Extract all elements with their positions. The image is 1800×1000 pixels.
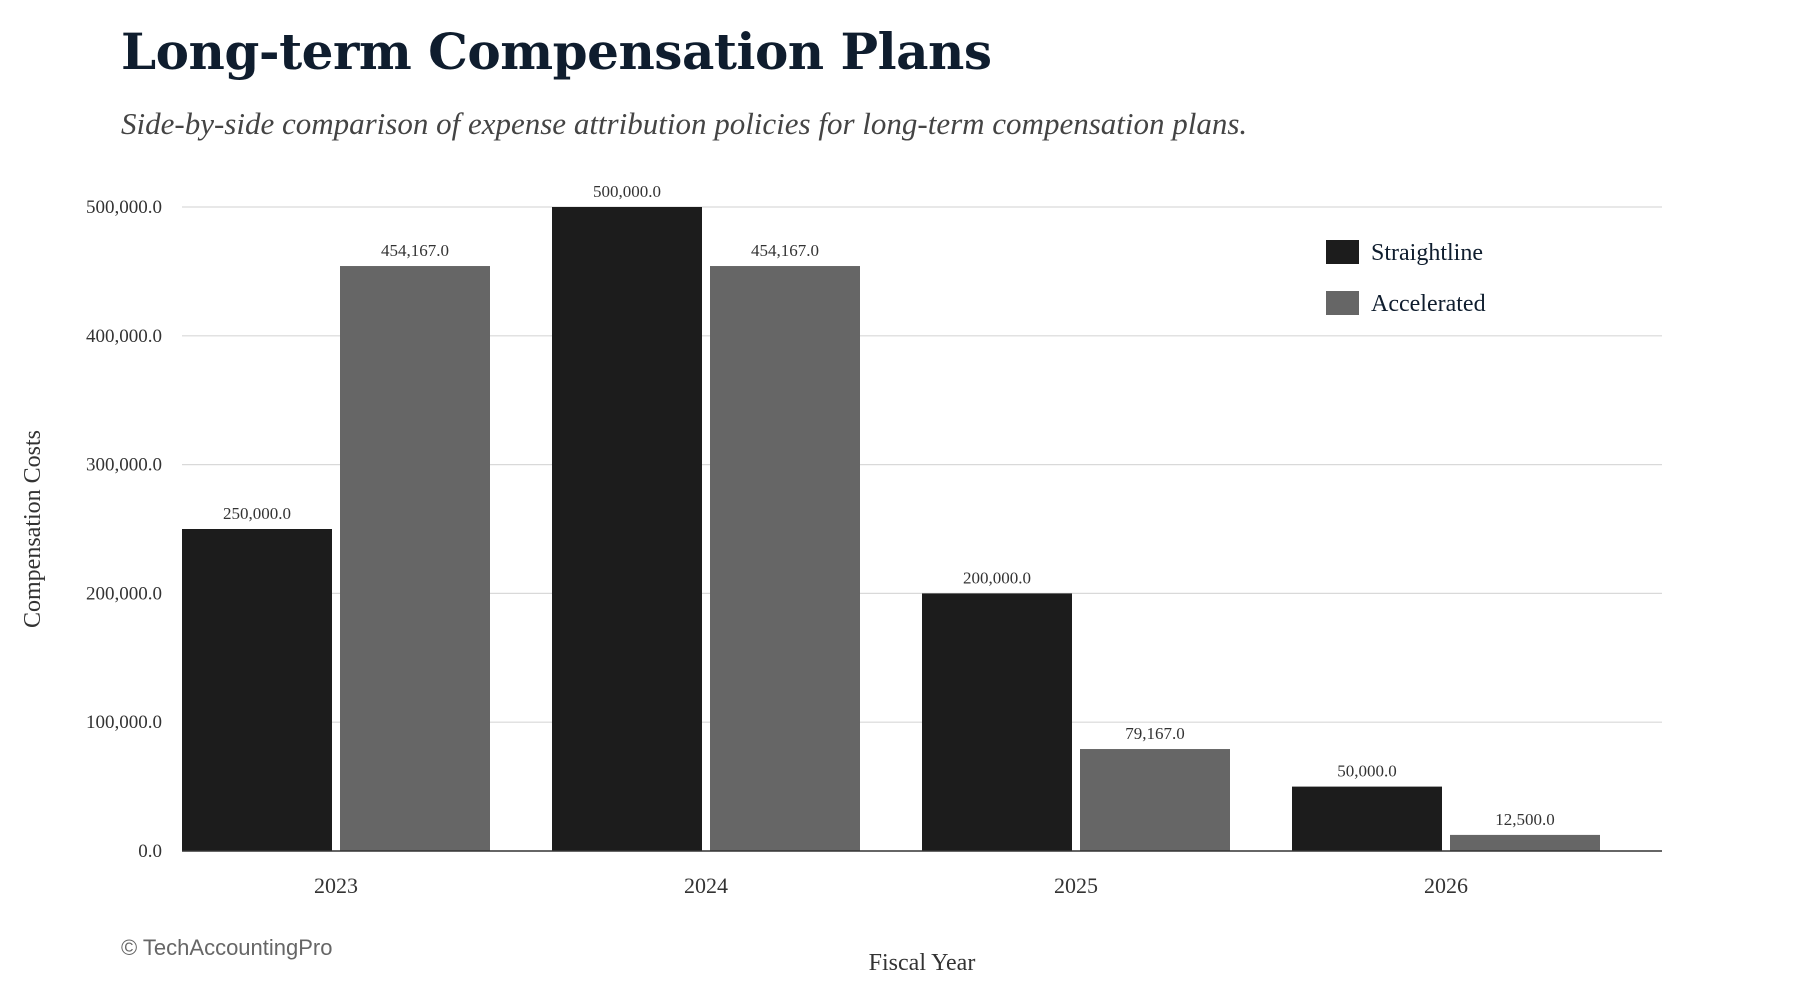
- x-tick-label: 2024: [684, 873, 728, 898]
- data-label: 200,000.0: [963, 568, 1031, 587]
- data-label: 12,500.0: [1495, 810, 1555, 829]
- legend-swatch-accelerated: [1326, 291, 1359, 315]
- x-tick-label: 2025: [1054, 873, 1098, 898]
- bar-straightline: [552, 207, 702, 851]
- data-label: 500,000.0: [593, 182, 661, 201]
- bar-straightline: [922, 593, 1072, 851]
- data-label: 79,167.0: [1125, 724, 1185, 743]
- x-tick-label: 2023: [314, 873, 358, 898]
- y-tick-label: 0.0: [138, 841, 162, 862]
- copyright-credit: © TechAccountingPro: [121, 935, 333, 960]
- y-tick-label: 300,000.0: [86, 455, 162, 476]
- y-tick-label: 500,000.0: [86, 197, 162, 218]
- data-label: 454,167.0: [751, 241, 819, 260]
- y-tick-label: 400,000.0: [86, 326, 162, 347]
- chart-title: Long-term Compensation Plans: [121, 22, 992, 81]
- y-axis-title: Compensation Costs: [20, 430, 46, 628]
- bar-accelerated: [340, 266, 490, 851]
- data-label: 50,000.0: [1337, 762, 1397, 781]
- legend-swatch-straightline: [1326, 240, 1359, 264]
- x-tick-label: 2026: [1424, 873, 1468, 898]
- legend-label-accelerated: Accelerated: [1371, 291, 1486, 317]
- bar-accelerated: [710, 266, 860, 851]
- data-label: 250,000.0: [223, 504, 291, 523]
- bar-straightline: [182, 529, 332, 851]
- chart-subtitle: Side-by-side comparison of expense attri…: [121, 106, 1248, 141]
- legend-label-straightline: Straightline: [1371, 240, 1483, 266]
- x-axis-title: Fiscal Year: [869, 950, 976, 976]
- bar-accelerated: [1450, 834, 1600, 851]
- data-label: 454,167.0: [381, 241, 449, 260]
- y-tick-label: 100,000.0: [86, 712, 162, 733]
- y-tick-label: 200,000.0: [86, 583, 162, 604]
- bar-accelerated: [1080, 749, 1230, 851]
- bar-straightline: [1292, 786, 1442, 851]
